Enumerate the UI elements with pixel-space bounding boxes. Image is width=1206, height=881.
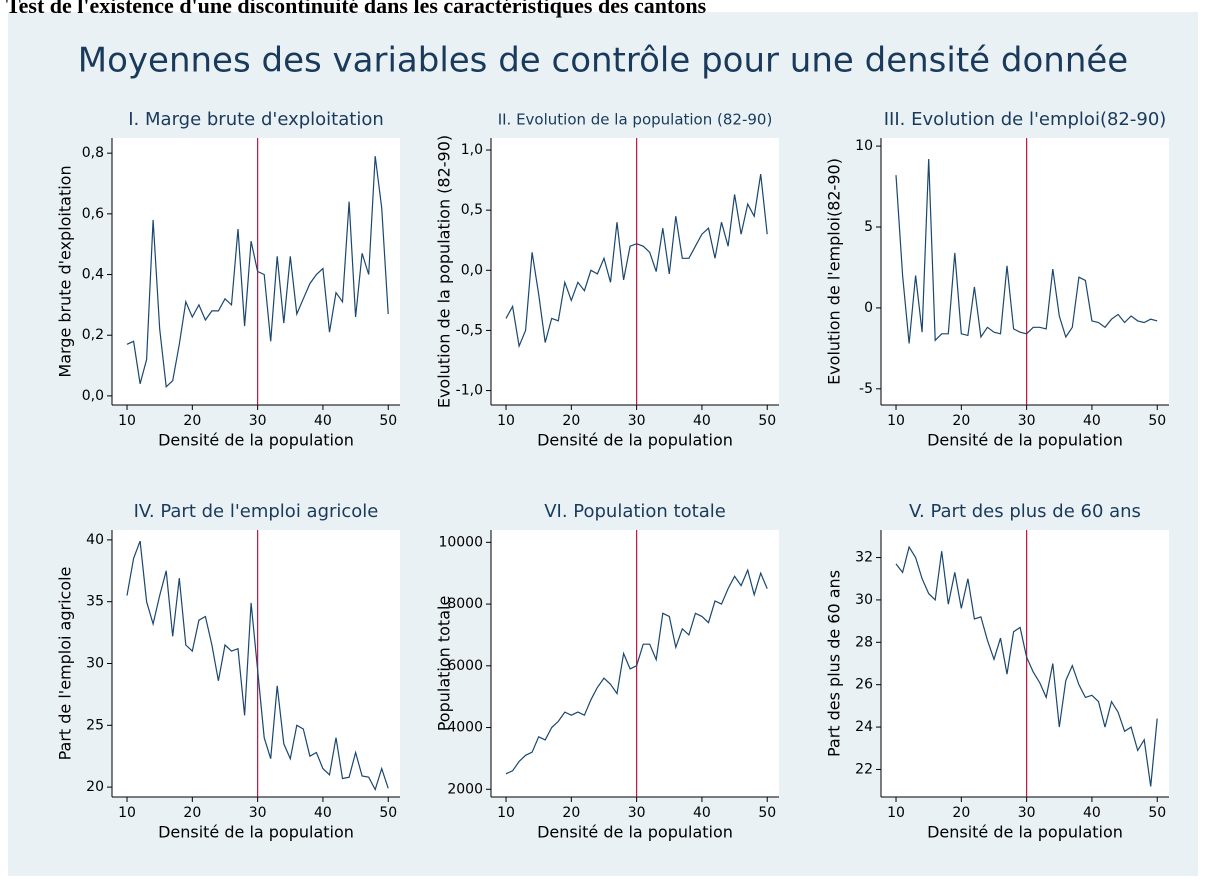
y-tick-label: 2000 <box>447 781 483 797</box>
x-tick-label: 10 <box>497 413 515 429</box>
y-tick-label: 20 <box>86 779 104 795</box>
x-tick-label: 50 <box>1148 805 1166 821</box>
panel-title: IV. Part de l'emploi agricole <box>134 501 379 522</box>
y-tick-label: 0,0 <box>82 388 104 404</box>
y-axis-title: Evolution de l'emploi(82-90) <box>825 158 844 385</box>
x-tick-label: 40 <box>314 413 332 429</box>
y-tick-label: 24 <box>855 719 873 735</box>
data-line <box>505 568 768 775</box>
x-axis-title: Densité de la population <box>158 431 354 450</box>
y-tick-label: 28 <box>855 634 873 650</box>
y-tick-label: 0,6 <box>82 206 104 222</box>
x-tick-label: 20 <box>952 413 970 429</box>
y-tick-label: 40 <box>86 532 104 548</box>
x-tick-label: 50 <box>758 805 776 821</box>
y-tick-label: 26 <box>855 677 873 693</box>
main-title: Moyennes des variables de contrôle pour … <box>78 41 1128 81</box>
plot-area <box>112 530 400 797</box>
y-axis-title: Population totale <box>435 596 454 732</box>
y-tick-label: 32 <box>855 550 873 566</box>
y-tick-label: 0,4 <box>82 267 104 283</box>
y-axis-title: Part de l'emploi agricole <box>56 567 75 761</box>
y-tick-label: 0,0 <box>461 262 483 278</box>
y-tick-label: 30 <box>855 592 873 608</box>
data-line <box>505 174 768 349</box>
x-tick-label: 30 <box>628 805 646 821</box>
y-tick-label: -1,0 <box>456 383 483 399</box>
data-line <box>895 158 1158 344</box>
x-tick-label: 20 <box>562 413 580 429</box>
y-tick-label: -5 <box>859 381 873 397</box>
plot-area <box>491 530 779 797</box>
x-tick-label: 50 <box>758 413 776 429</box>
x-tick-label: 10 <box>887 413 905 429</box>
data-line <box>126 156 389 389</box>
y-tick-label: 6000 <box>447 658 483 674</box>
x-tick-label: 20 <box>183 805 201 821</box>
y-tick-label: 5 <box>864 219 873 235</box>
x-tick-label: 40 <box>693 413 711 429</box>
panel-title: III. Evolution de l'emploi(82-90) <box>884 109 1167 130</box>
x-tick-label: 40 <box>1083 805 1101 821</box>
y-tick-label: 22 <box>855 761 873 777</box>
x-axis-title: Densité de la population <box>537 431 733 450</box>
plot-area <box>881 530 1169 797</box>
x-tick-label: 30 <box>1018 805 1036 821</box>
x-tick-label: 40 <box>1083 413 1101 429</box>
x-axis-title: Densité de la population <box>158 823 354 842</box>
panel-title: V. Part des plus de 60 ans <box>909 501 1141 522</box>
x-tick-label: 50 <box>379 413 397 429</box>
x-tick-label: 50 <box>379 805 397 821</box>
x-tick-label: 20 <box>183 413 201 429</box>
x-tick-label: 30 <box>1018 413 1036 429</box>
x-tick-label: 30 <box>628 413 646 429</box>
y-tick-label: 1,0 <box>461 142 483 158</box>
y-axis-title: Evolution de la population (82-90) <box>435 135 454 408</box>
y-axis-title: Part des plus de 60 ans <box>825 570 844 757</box>
y-tick-label: -0,5 <box>456 322 483 338</box>
y-tick-label: 0,5 <box>461 202 483 218</box>
y-axis-title: Marge brute d'exploitation <box>56 165 75 377</box>
y-tick-label: 0 <box>864 300 873 316</box>
x-tick-label: 40 <box>314 805 332 821</box>
x-tick-label: 20 <box>562 805 580 821</box>
x-tick-label: 10 <box>887 805 905 821</box>
y-tick-label: 25 <box>86 717 104 733</box>
x-tick-label: 10 <box>118 413 136 429</box>
data-line <box>126 540 389 792</box>
panel-title: VI. Population totale <box>544 501 726 522</box>
panel-title: I. Marge brute d'exploitation <box>128 109 384 130</box>
x-tick-label: 10 <box>118 805 136 821</box>
x-tick-label: 10 <box>497 805 515 821</box>
x-axis-title: Densité de la population <box>927 823 1123 842</box>
y-tick-label: 0,2 <box>82 327 104 343</box>
y-tick-label: 8000 <box>447 596 483 612</box>
plot-area <box>112 138 400 405</box>
plot-area <box>491 138 779 405</box>
data-line <box>895 545 1158 787</box>
x-tick-label: 40 <box>693 805 711 821</box>
y-tick-label: 4000 <box>447 720 483 736</box>
x-tick-label: 30 <box>249 413 267 429</box>
y-tick-label: 10000 <box>438 534 483 550</box>
panel-title: II. Evolution de la population (82-90) <box>498 111 773 129</box>
x-axis-title: Densité de la population <box>927 431 1123 450</box>
y-tick-label: 0,8 <box>82 145 104 161</box>
y-tick-label: 10 <box>855 138 873 154</box>
y-tick-label: 35 <box>86 594 104 610</box>
y-tick-label: 30 <box>86 656 104 672</box>
x-axis-title: Densité de la population <box>537 823 733 842</box>
x-tick-label: 30 <box>249 805 267 821</box>
header: Test de l'existence d'une discontinuité … <box>6 0 707 18</box>
x-tick-label: 20 <box>952 805 970 821</box>
x-tick-label: 50 <box>1148 413 1166 429</box>
